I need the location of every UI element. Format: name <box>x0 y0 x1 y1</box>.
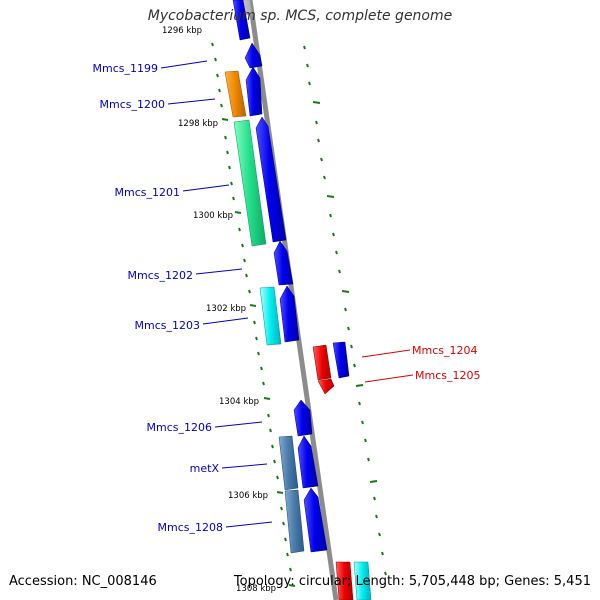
feature-block-mmcs-1203[interactable] <box>259 286 282 346</box>
kbp-label-1306: 1306 kbp <box>228 491 268 501</box>
gene-arrow-mmcs-1205[interactable] <box>317 378 335 395</box>
gene-arrow-mmcs-1204[interactable] <box>332 341 350 379</box>
feature-block-mmcs-1208[interactable] <box>284 489 305 554</box>
gene-arrow-mmcs-1208[interactable] <box>303 487 328 553</box>
gene-label-mmcs-1208[interactable]: Mmcs_1208 <box>158 521 223 534</box>
gene-label-mmcs-1199[interactable]: Mmcs_1199 <box>93 62 158 75</box>
feature-block-metx-a[interactable] <box>278 435 299 491</box>
accession-label: Accession: NC_008146 <box>9 574 157 589</box>
gene-arrow-mmcs-1203[interactable] <box>279 285 300 343</box>
gene-arrow-mmcs-1201[interactable] <box>255 116 287 243</box>
gene-label-mmcs-1205[interactable]: Mmcs_1205 <box>415 369 480 382</box>
feature-block-mmcs-1201[interactable] <box>233 119 267 247</box>
feature-block-bottom-red[interactable] <box>335 561 354 600</box>
gene-label-leaders <box>160 60 414 528</box>
gene-arrow-metx[interactable] <box>297 435 319 489</box>
gene-label-mmcs-1201[interactable]: Mmcs_1201 <box>115 186 180 199</box>
cds-features-forward <box>232 0 328 553</box>
feature-block-mmcs-1200[interactable] <box>224 70 247 118</box>
gene-arrow-mmcs-1200[interactable] <box>245 66 263 117</box>
feature-block-bottom-cyan[interactable] <box>353 561 372 600</box>
feature-block-mmcs-1204[interactable] <box>312 344 332 381</box>
gene-label-mmcs-1202[interactable]: Mmcs_1202 <box>128 269 193 282</box>
kbp-label-1296: 1296 kbp <box>162 26 202 36</box>
gene-label-mmcs-1206[interactable]: Mmcs_1206 <box>147 421 212 434</box>
gene-arrow-mmcs-1202[interactable] <box>273 240 294 286</box>
gene-label-metx[interactable]: metX <box>190 462 220 475</box>
kbp-label-1298: 1298 kbp <box>178 119 218 129</box>
kbp-label-1308: 1308 kbp <box>236 584 276 594</box>
gene-label-mmcs-1200[interactable]: Mmcs_1200 <box>100 98 165 111</box>
kbp-label-1300: 1300 kbp <box>193 211 233 221</box>
outer-scale-ticks <box>303 45 387 576</box>
gene-label-mmcs-1204[interactable]: Mmcs_1204 <box>412 344 477 357</box>
gene-arrow-mmcs-1206[interactable] <box>293 399 313 437</box>
kbp-label-1304: 1304 kbp <box>219 397 259 407</box>
kbp-label-1302: 1302 kbp <box>206 304 246 314</box>
map-title: Mycobacterium sp. MCS, complete genome <box>147 8 453 24</box>
gene-arrow-upstream[interactable] <box>232 0 251 41</box>
gene-label-mmcs-1203[interactable]: Mmcs_1203 <box>135 319 200 332</box>
gene-arrow-mmcs-1199[interactable] <box>244 42 263 69</box>
genome-summary: Topology: circular; Length: 5,705,448 bp… <box>233 574 591 589</box>
inner-scale-ticks <box>211 42 296 587</box>
